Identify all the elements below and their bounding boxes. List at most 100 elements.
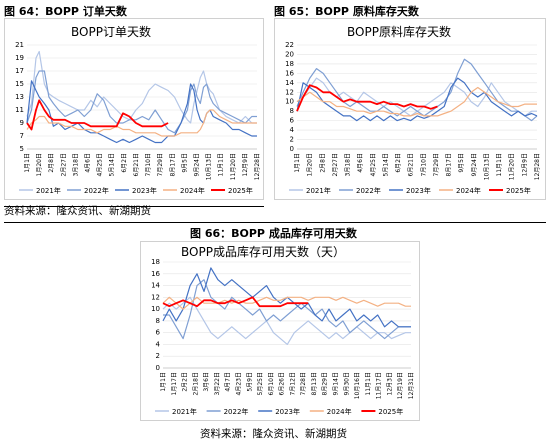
legend-label: 2024年 bbox=[327, 407, 352, 416]
legend-label: 2022年 bbox=[224, 407, 249, 416]
series-line-2021 bbox=[296, 77, 537, 117]
x-tick-label: 9月14日 bbox=[333, 372, 340, 395]
y-tick-label: 22 bbox=[285, 41, 294, 49]
x-tick-label: 9月30日 bbox=[343, 372, 350, 395]
legend-label: 2025年 bbox=[378, 407, 403, 416]
x-tick-label: 11月1日 bbox=[218, 153, 225, 176]
x-tick-label: 1月17日 bbox=[171, 372, 178, 395]
x-tick-label: 8月17日 bbox=[169, 153, 176, 176]
x-tick-label: 4月6日 bbox=[357, 153, 364, 173]
x-tick-label: 3月18日 bbox=[345, 153, 352, 176]
y-tick-label: 8 bbox=[290, 107, 294, 115]
fig66-top-rule bbox=[4, 222, 546, 223]
x-tick-label: 4月7日 bbox=[225, 372, 232, 392]
x-tick-label: 12月28日 bbox=[534, 153, 541, 180]
y-tick-label: 18 bbox=[151, 258, 160, 266]
legend-label: 2023年 bbox=[275, 407, 300, 416]
y-tick-label: 19 bbox=[15, 54, 24, 62]
y-tick-label: 5 bbox=[20, 145, 24, 153]
series-line-2025 bbox=[26, 99, 169, 131]
y-tick-label: 16 bbox=[151, 270, 160, 278]
x-tick-label: 5月25日 bbox=[257, 372, 264, 395]
x-tick-label: 8月29日 bbox=[322, 372, 329, 395]
legend-label: 2022年 bbox=[356, 186, 381, 195]
x-tick-label: 7月10日 bbox=[420, 153, 427, 176]
chart-title: BOPP成品库存可用天数（天） bbox=[181, 244, 345, 259]
x-tick-label: 1月1日 bbox=[160, 372, 167, 392]
y-tick-label: 2 bbox=[290, 136, 294, 144]
y-tick-label: 13 bbox=[15, 93, 24, 101]
x-tick-label: 1月20日 bbox=[307, 153, 314, 176]
x-tick-label: 6月10日 bbox=[268, 372, 275, 395]
legend-label: 2023年 bbox=[406, 186, 431, 195]
fig65-title: 图 65：BOPP 原料库存天数 bbox=[274, 5, 419, 18]
fig66-source: 资料来源：隆众资讯、新湖期货 bbox=[200, 428, 347, 440]
legend-label: 2021年 bbox=[306, 186, 331, 195]
series-line-2024 bbox=[162, 296, 411, 310]
y-tick-label: 6 bbox=[290, 117, 295, 125]
series-line-2025 bbox=[162, 296, 309, 308]
legend-label: 2024年 bbox=[456, 186, 481, 195]
x-tick-label: 7月29日 bbox=[157, 153, 164, 176]
x-tick-label: 12月28日 bbox=[254, 153, 261, 180]
x-tick-label: 12月31日 bbox=[408, 372, 415, 399]
y-tick-label: 4 bbox=[156, 340, 161, 348]
series-line-2024 bbox=[296, 86, 537, 117]
legend-label: 2022年 bbox=[84, 186, 109, 195]
y-tick-label: 15 bbox=[15, 80, 24, 88]
x-tick-label: 11月20日 bbox=[509, 153, 516, 180]
x-tick-label: 4月6日 bbox=[85, 153, 92, 173]
x-tick-label: 6月2日 bbox=[395, 153, 402, 173]
legend-label: 2024年 bbox=[180, 186, 205, 195]
y-tick-label: 11 bbox=[15, 106, 24, 114]
x-tick-label: 4月25日 bbox=[370, 153, 377, 176]
fig64-panel: BOPP订单天数 5 7 9 11 13 15 17 19 21 1月1日 1月20日 2月8日 2月27… bbox=[4, 18, 264, 200]
fig65-panel: BOPP原料库存天数 0 2 4 6 8 10 12 14 16 18 20 22 1月1日 1月20日 2月… bbox=[274, 18, 546, 200]
fig64-rule bbox=[4, 206, 264, 207]
x-tick-label: 2月8日 bbox=[319, 153, 326, 173]
x-tick-label: 2月8日 bbox=[48, 153, 55, 173]
fig64-source: 资料来源：隆众资讯、新湖期货 bbox=[4, 205, 151, 217]
legend-label: 2023年 bbox=[132, 186, 157, 195]
x-tick-label: 1月20日 bbox=[36, 153, 43, 176]
fig66-panel: BOPP成品库存可用天数（天） 0 2 4 6 8 10 12 14 16 18 1月1日 1月17日 2… bbox=[140, 241, 420, 421]
x-tick-label: 11月20日 bbox=[230, 153, 237, 180]
x-tick-label: 3月6日 bbox=[203, 372, 210, 392]
y-tick-label: 2 bbox=[156, 352, 160, 360]
y-tick-label: 12 bbox=[285, 88, 294, 96]
y-tick-label: 17 bbox=[15, 67, 24, 75]
legend-label: 2025年 bbox=[506, 186, 531, 195]
x-tick-label: 12月9日 bbox=[521, 153, 528, 176]
y-tick-label: 0 bbox=[156, 364, 160, 372]
y-tick-label: 20 bbox=[285, 50, 294, 58]
y-tick-label: 0 bbox=[290, 145, 294, 153]
y-tick-label: 4 bbox=[290, 126, 295, 134]
x-tick-label: 6月2日 bbox=[121, 153, 128, 173]
x-tick-label: 5月9日 bbox=[246, 372, 253, 392]
x-tick-label: 8月13日 bbox=[311, 372, 318, 395]
x-tick-label: 4月25日 bbox=[97, 153, 104, 176]
fig66-chart: BOPP成品库存可用天数（天） 0 2 4 6 8 10 12 14 16 18 1月1日 1月17日 2… bbox=[151, 244, 415, 416]
x-tick-label: 7月10日 bbox=[145, 153, 152, 176]
y-tick-label: 21 bbox=[15, 41, 24, 49]
x-tick-label: 6月21日 bbox=[408, 153, 415, 176]
series-line-2025 bbox=[296, 84, 438, 112]
x-tick-label: 7月12日 bbox=[289, 372, 296, 395]
x-tick-label: 3月18日 bbox=[72, 153, 79, 176]
x-tick-label: 6月21日 bbox=[133, 153, 140, 176]
y-tick-label: 10 bbox=[151, 305, 160, 313]
y-tick-label: 14 bbox=[285, 79, 294, 87]
x-tick-label: 3月22日 bbox=[214, 372, 221, 395]
x-tick-label: 7月28日 bbox=[300, 372, 307, 395]
y-tick-label: 8 bbox=[156, 317, 160, 325]
x-tick-label: 9月5日 bbox=[181, 153, 188, 173]
legend-label: 2021年 bbox=[36, 186, 61, 195]
x-tick-label: 5月14日 bbox=[109, 153, 116, 176]
chart-title: BOPP原料库存天数 bbox=[347, 24, 451, 39]
fig64-title: 图 64：BOPP 订单天数 bbox=[4, 5, 127, 18]
x-tick-label: 2月2日 bbox=[182, 372, 189, 392]
y-tick-label: 14 bbox=[151, 282, 160, 290]
x-tick-label: 2月27日 bbox=[332, 153, 339, 176]
y-tick-label: 18 bbox=[285, 60, 294, 68]
